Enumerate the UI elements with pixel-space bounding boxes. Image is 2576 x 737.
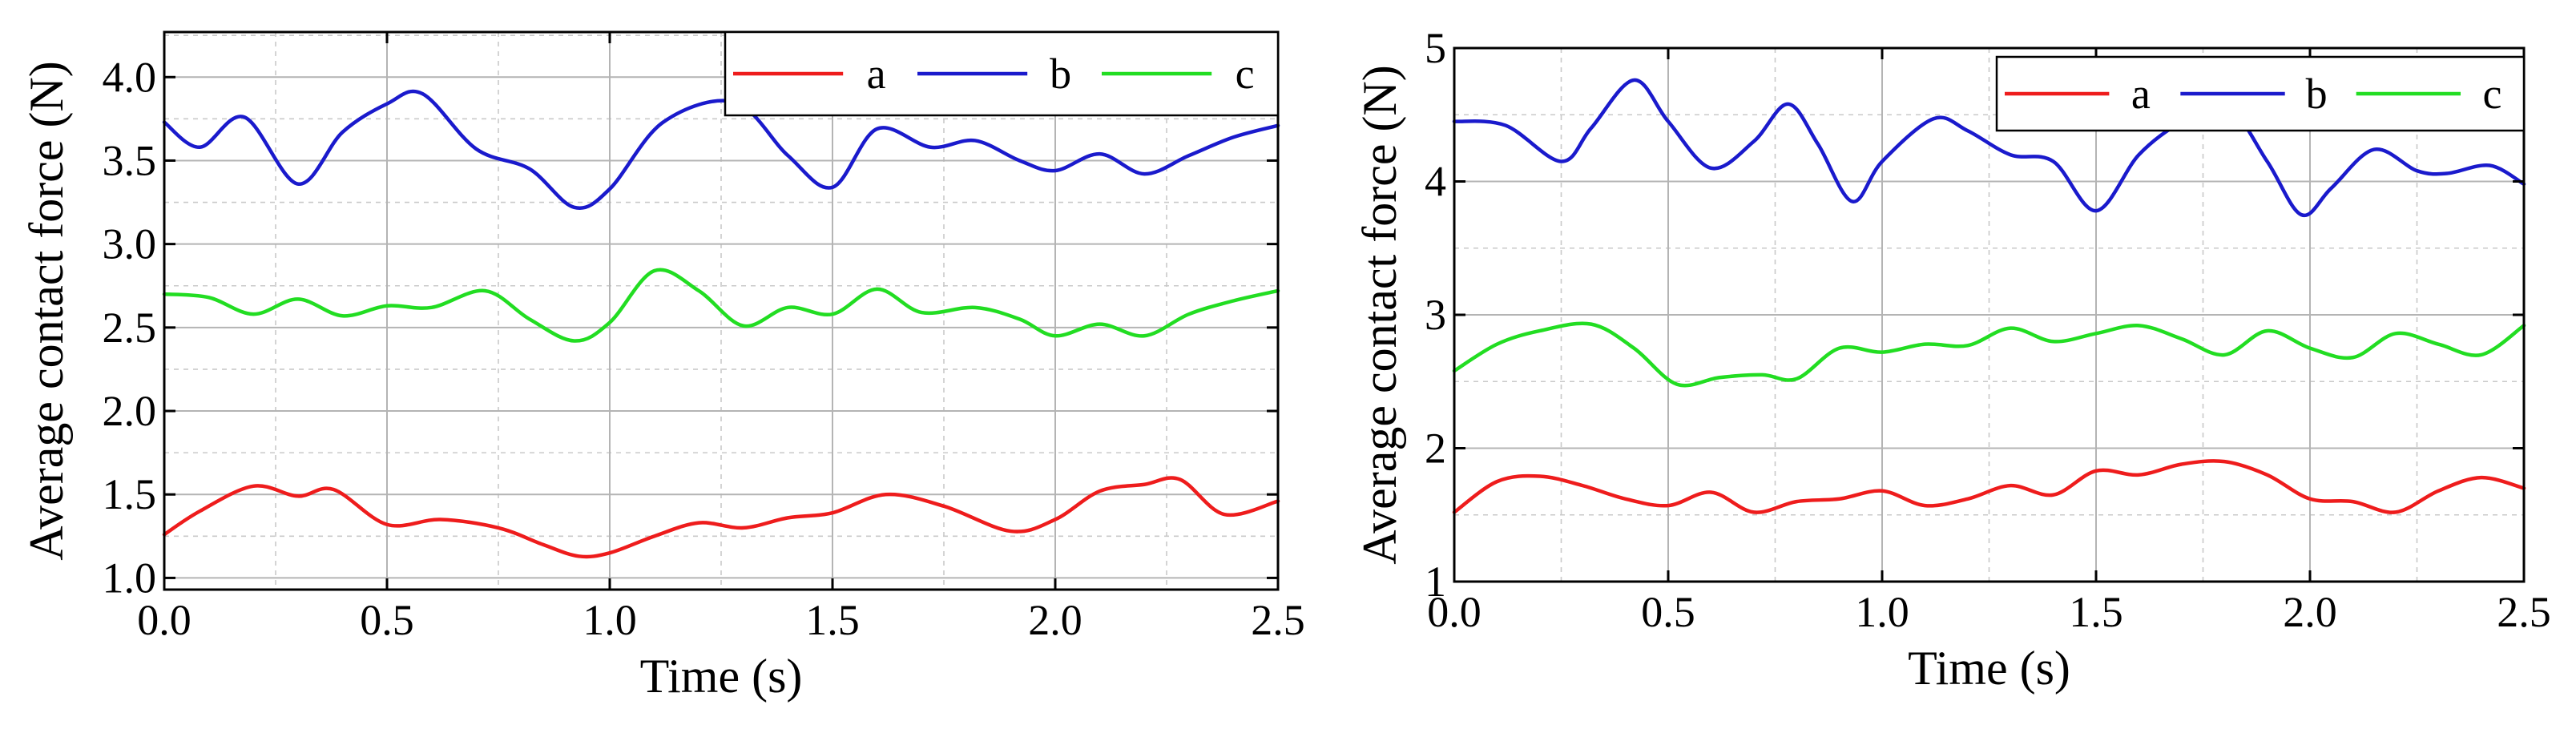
x-tick-label: 2.5 bbox=[1251, 596, 1305, 644]
axis-ticks: 0.0 0.5 1.0 1.5 2.0 2.5 1 2 3 4 5 bbox=[1425, 24, 2551, 636]
legend-label-c: c bbox=[2483, 70, 2502, 118]
series-line-c bbox=[162, 268, 1280, 343]
legend-entry-c: c bbox=[1102, 50, 1255, 98]
series-group bbox=[1452, 78, 2526, 514]
x-tick-label: 0.0 bbox=[1427, 588, 1482, 636]
legend-entry-a: a bbox=[2005, 70, 2151, 118]
series-group bbox=[162, 89, 1280, 559]
x-tick-label: 0.0 bbox=[137, 596, 191, 644]
y-tick-label: 4 bbox=[1425, 158, 1446, 206]
y-tick-label: 2 bbox=[1425, 425, 1446, 473]
series-line-b bbox=[162, 89, 1280, 210]
x-tick-label: 2.5 bbox=[2497, 588, 2551, 636]
series-line-c bbox=[1452, 321, 2526, 388]
x-tick-label: 2.0 bbox=[2283, 588, 2337, 636]
y-axis-title: Average contact force (N) bbox=[1353, 65, 1406, 565]
legend-entry-c: c bbox=[2356, 70, 2502, 118]
y-tick-label: 3.5 bbox=[103, 136, 157, 184]
series-line-a bbox=[162, 476, 1280, 559]
grid-major bbox=[1454, 48, 2524, 582]
y-tick-label: 1.0 bbox=[103, 554, 157, 602]
chart-left: 0.0 0.5 1.0 1.5 2.0 2.5 1.0 1.5 2.0 2.5 3.0 3.5 4.0 T… bbox=[20, 30, 1305, 703]
x-tick-label: 1.0 bbox=[1855, 588, 1909, 636]
legend-label-a: a bbox=[867, 50, 886, 98]
plot-frame bbox=[163, 30, 1280, 591]
legend: a b c bbox=[1995, 55, 2526, 132]
x-tick-label: 1.0 bbox=[583, 596, 637, 644]
x-axis-title: Time (s) bbox=[1908, 642, 2070, 695]
legend-label-a: a bbox=[2131, 70, 2151, 118]
legend-label-b: b bbox=[2306, 70, 2328, 118]
legend-label-b: b bbox=[1050, 50, 1071, 98]
legend: a b c bbox=[724, 30, 1280, 117]
x-axis-title: Time (s) bbox=[640, 650, 803, 703]
x-tick-label: 0.5 bbox=[1641, 588, 1695, 636]
axis-ticks: 0.0 0.5 1.0 1.5 2.0 2.5 1.0 1.5 2.0 2.5 3.0 3.5 4.0 bbox=[103, 32, 1305, 644]
x-tick-label: 2.0 bbox=[1028, 596, 1082, 644]
x-tick-label: 1.5 bbox=[805, 596, 860, 644]
legend-label-c: c bbox=[1236, 50, 1255, 98]
x-tick-label: 1.5 bbox=[2069, 588, 2123, 636]
y-tick-label: 4.0 bbox=[103, 53, 157, 101]
y-tick-label: 3.0 bbox=[103, 220, 157, 268]
x-tick-label: 0.5 bbox=[360, 596, 414, 644]
y-tick-label: 3 bbox=[1425, 291, 1446, 339]
y-tick-label: 2.0 bbox=[103, 387, 157, 435]
legend-entry-b: b bbox=[917, 50, 1071, 98]
series-line-a bbox=[1452, 459, 2526, 514]
chart-right: 0.0 0.5 1.0 1.5 2.0 2.5 1 2 3 4 5 Time (s) Average c… bbox=[1353, 24, 2551, 695]
y-axis-title: Average contact force (N) bbox=[20, 61, 73, 561]
series-line-b bbox=[1452, 78, 2526, 218]
y-tick-label: 1.5 bbox=[103, 470, 157, 518]
legend-entry-a: a bbox=[733, 50, 886, 98]
y-tick-label: 2.5 bbox=[103, 304, 157, 352]
y-tick-label: 1 bbox=[1425, 558, 1446, 606]
y-tick-label: 5 bbox=[1425, 24, 1446, 72]
legend-entry-b: b bbox=[2180, 70, 2328, 118]
